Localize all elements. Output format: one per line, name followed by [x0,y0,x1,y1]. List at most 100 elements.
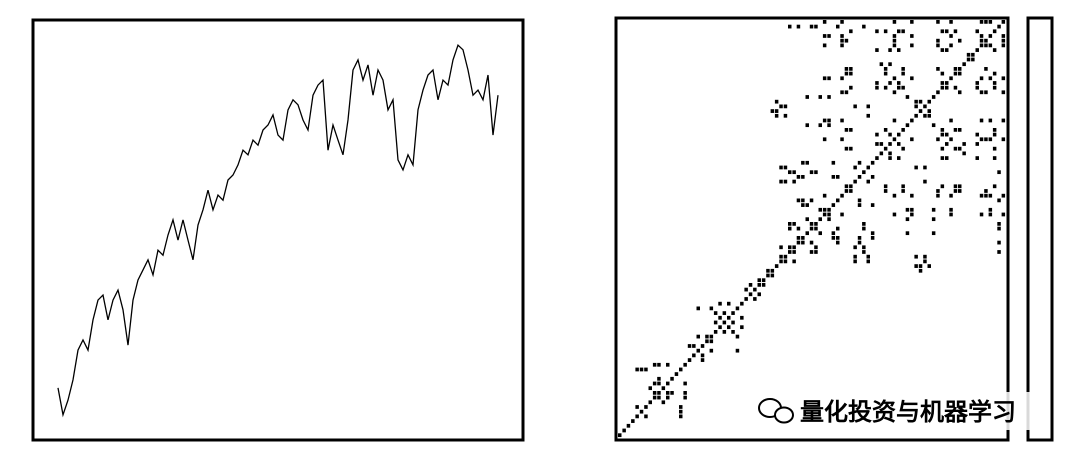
recurrence-cell [992,85,997,90]
recurrence-cell [774,99,779,104]
recurrence-cell [940,146,945,151]
recurrence-cell [753,287,757,292]
recurrence-cell [949,43,953,48]
recurrence-cell [1001,43,1006,48]
recurrence-cell [779,179,783,184]
recurrence-cell [822,43,827,48]
recurrence-cell [700,344,705,348]
recurrence-cell [888,48,892,52]
recurrence-cell [661,386,666,391]
recurrence-cell [1001,90,1006,95]
recurrence-cell [883,128,888,132]
recurrence-cell [692,344,696,348]
recurrence-cell [892,90,897,95]
recurrence-cell [892,38,897,43]
recurrence-cell [652,391,657,395]
recurrence-cell [940,85,945,90]
recurrence-cell [731,320,735,325]
recurrence-cell [892,137,897,142]
recurrence-cell [910,76,914,81]
recurrence-cell [805,95,809,99]
recurrence-cell [857,198,862,203]
recurrence-cell [774,113,779,118]
recurrence-cell [897,85,901,90]
recurrence-cell [901,29,905,34]
recurrence-cell [997,222,1001,226]
recurrence-cell [883,184,888,189]
recurrence-cell [687,344,692,348]
recurrence-cell [888,142,892,146]
recurrence-cell [836,175,840,179]
recurrence-cell [984,67,988,71]
recurrence-cell [849,85,853,90]
recurrence-cell [788,222,792,226]
recurrence-cell [635,414,639,419]
recurrence-cell [814,245,818,250]
recurrence-cell [927,113,931,118]
line-series [57,44,499,418]
recurrence-cell [927,264,931,268]
recurrence-cell [910,212,914,217]
recurrence-cell [918,264,923,268]
recurrence-cell [992,132,997,137]
recurrence-cell [822,137,827,142]
recurrence-cell [827,118,831,123]
recurrence-cell [796,175,801,179]
recurrence-cell [870,160,875,165]
recurrence-cell [988,34,993,38]
recurrence-cell [814,170,818,175]
recurrence-cell [788,24,792,29]
recurrence-cell [679,367,683,372]
recurrence-cell [940,29,945,34]
recurrence-cell [827,123,831,128]
recurrence-cell [979,38,984,43]
recurrence-cell [731,330,735,334]
recurrence-cell [840,90,844,95]
recurrence-cell [783,165,788,170]
recurrence-cell [814,226,818,231]
recurrence-plot [618,20,1006,438]
recurrence-cell [857,175,862,179]
recurrence-cell [866,254,870,259]
recurrence-cell [788,250,792,254]
recurrence-cell [962,62,966,67]
recurrence-cell [901,128,905,132]
recurrence-cell [652,362,657,367]
recurrence-cell [866,113,870,118]
recurrence-cell [818,95,822,99]
recurrence-cell [818,207,822,212]
recurrence-cell [866,104,870,109]
recurrence-cell [648,386,652,391]
recurrence-cell [897,142,901,146]
recurrence-cell [945,132,949,137]
recurrence-cell [997,226,1001,231]
recurrence-cell [992,156,997,160]
recurrence-cell [670,376,674,381]
recurrence-cell [652,381,657,386]
recurrence-cell [796,226,801,231]
recurrence-cell [735,348,740,353]
recurrence-cell [953,189,958,193]
recurrence-cell [862,24,866,29]
recurrence-cell [984,189,988,193]
recurrence-cell [657,391,661,395]
recurrence-cell [988,118,993,123]
recurrence-cell [840,137,844,142]
recurrence-cell [910,34,914,38]
recurrence-cell [827,76,831,81]
recurrence-cell [927,109,931,113]
recurrence-cell [870,231,875,236]
recurrence-cell [971,57,975,62]
recurrence-cell [709,339,714,344]
recurrence-cell [914,165,918,170]
recurrence-cell [814,250,818,254]
recurrence-cell [836,226,840,231]
recurrence-cell [844,38,849,43]
recurrence-cell [740,301,744,306]
recurrence-cell [809,170,814,175]
recurrence-cell [722,330,727,334]
watermark-bg [752,392,1044,430]
recurrence-cell [953,67,958,71]
recurrence-cell [888,156,892,160]
recurrence-cell [958,67,962,71]
